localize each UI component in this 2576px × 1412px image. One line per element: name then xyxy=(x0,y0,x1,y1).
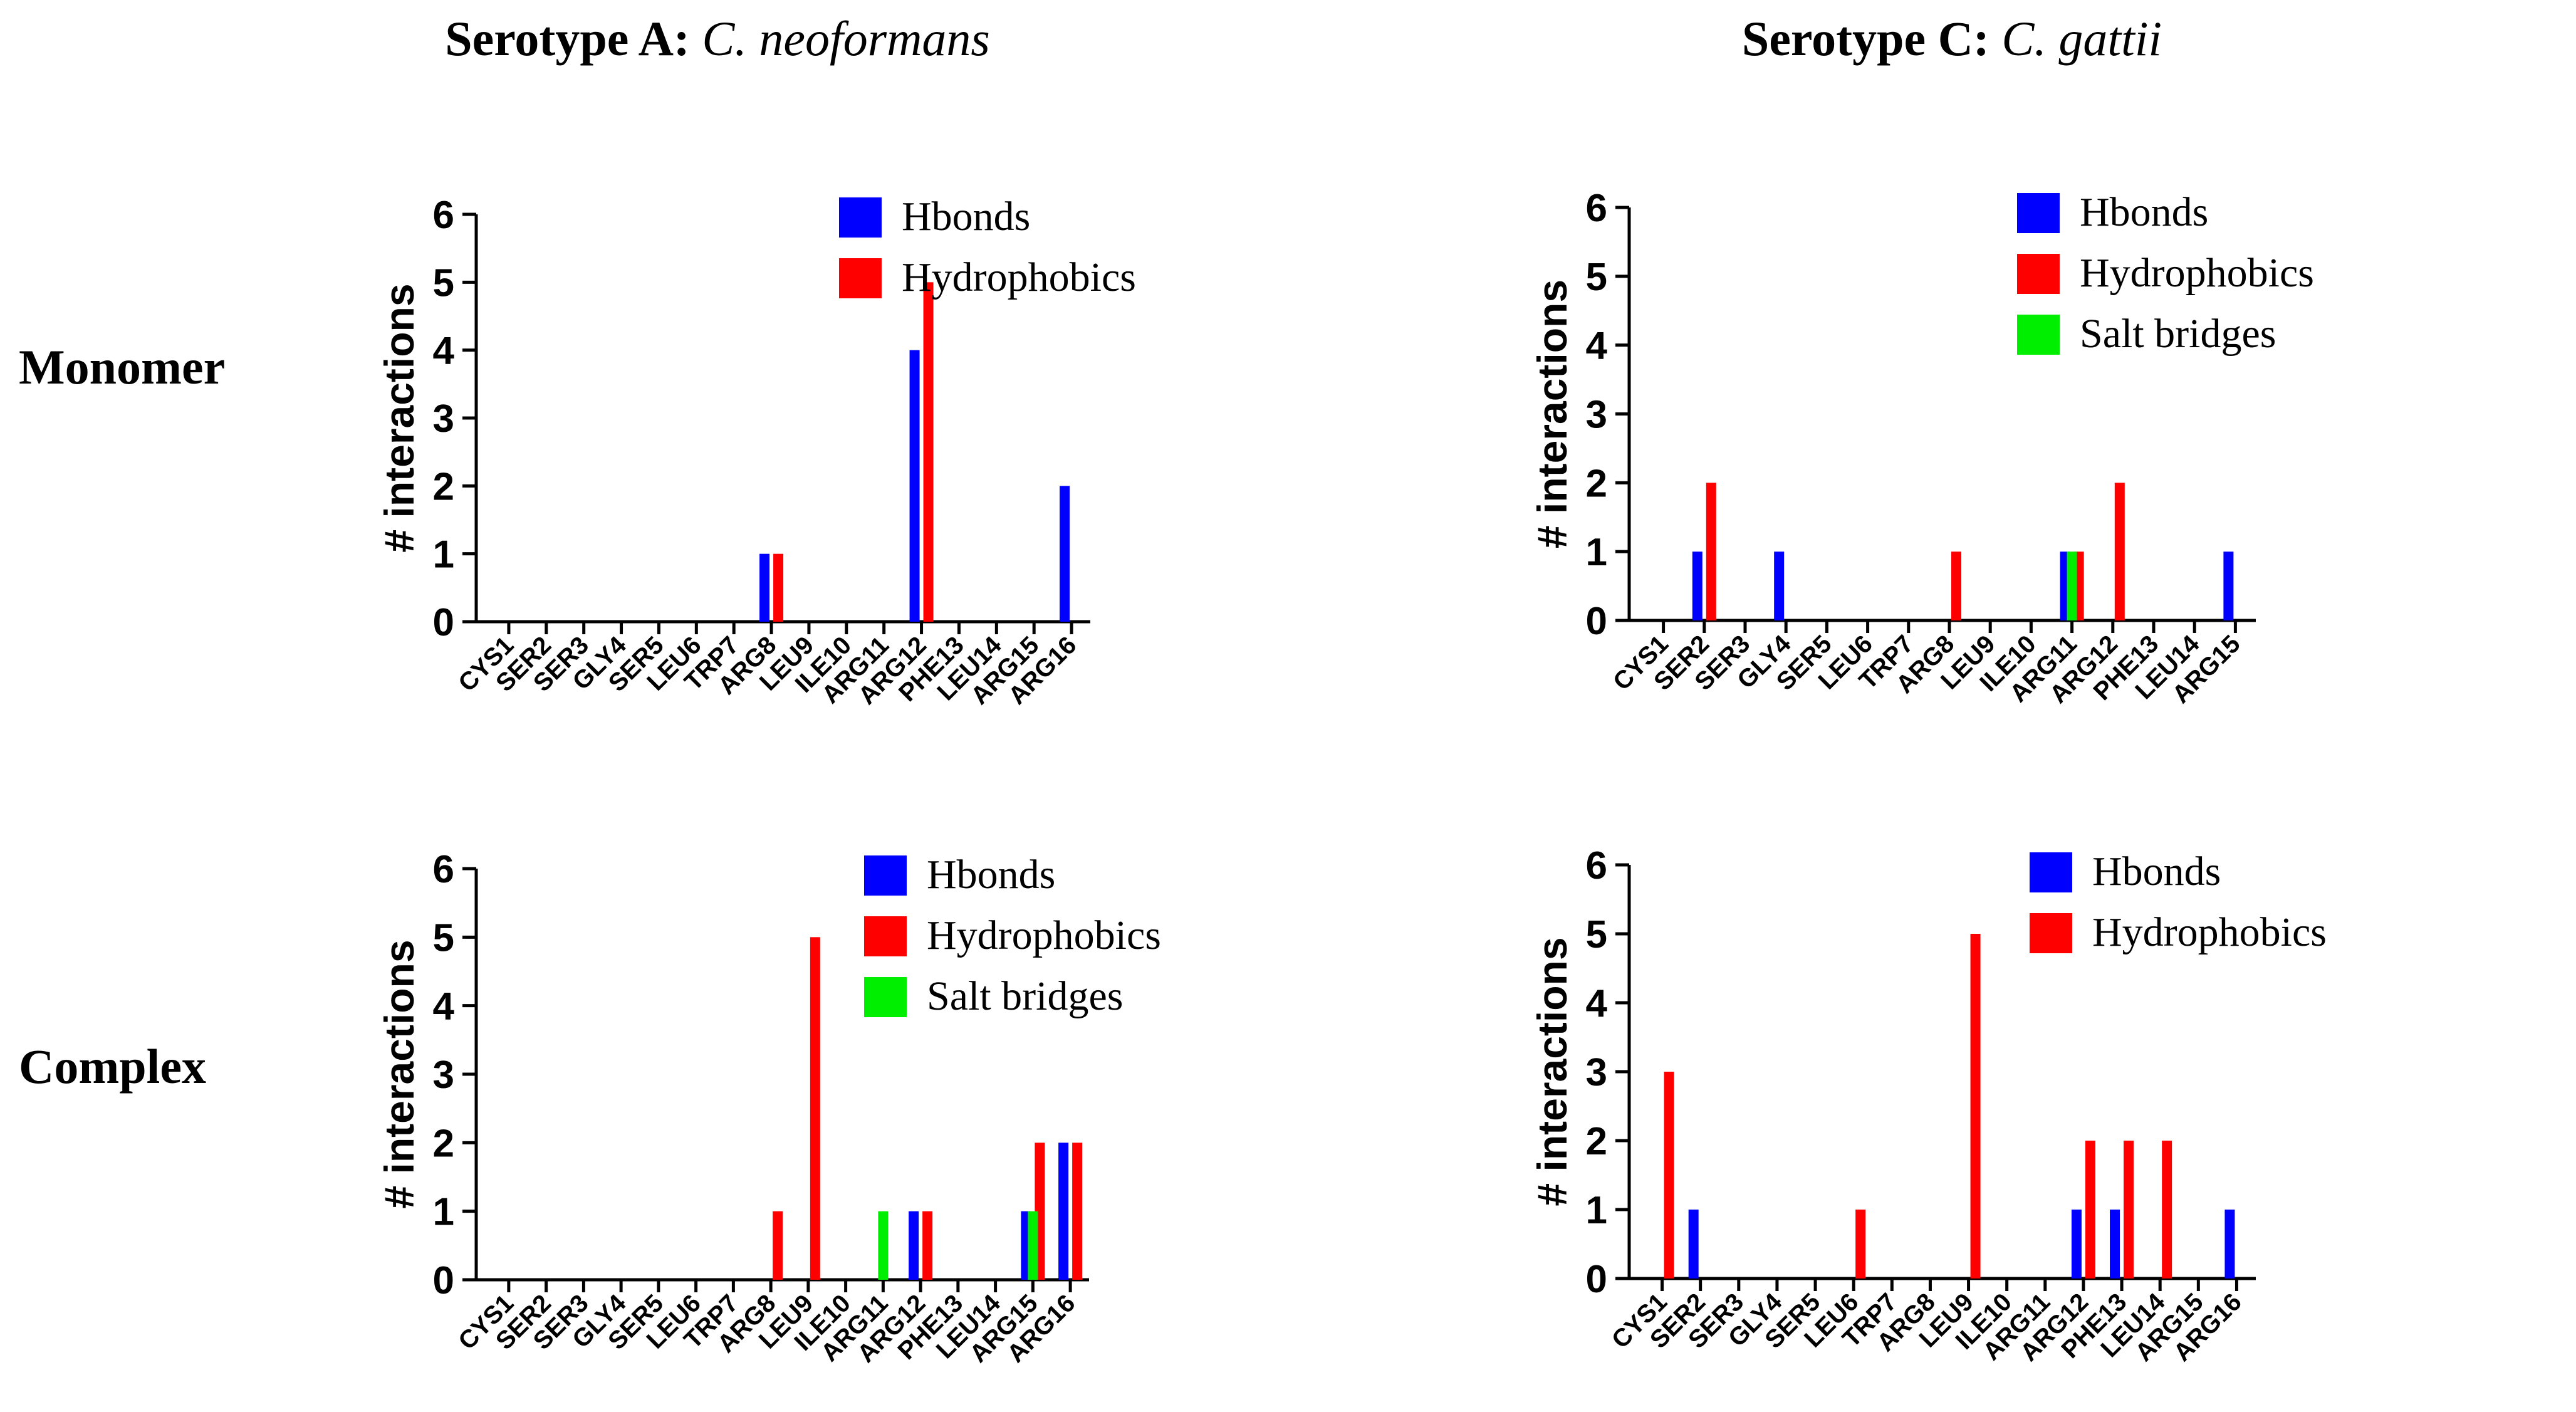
bar-salt-bridges-arg11 xyxy=(2067,552,2077,620)
bar-hbonds-gly4 xyxy=(1774,552,1785,620)
y-axis-title: # interactions xyxy=(1529,937,1575,1206)
column-header-serotype-a: Serotype A: C. neoformans xyxy=(445,11,990,66)
legend-label-hbonds: Hbonds xyxy=(2092,849,2221,894)
y-tick-label: 6 xyxy=(1586,844,1607,887)
legend-swatch-salt-bridges xyxy=(2017,315,2060,355)
y-tick-label: 5 xyxy=(1586,913,1607,956)
legend-label-hbonds: Hbonds xyxy=(2080,189,2208,235)
y-tick-label: 2 xyxy=(433,1122,454,1165)
legend-swatch-hydrophobics xyxy=(2017,254,2060,294)
bar-hbonds-arg8 xyxy=(759,553,770,622)
y-tick-label: 0 xyxy=(433,1259,454,1302)
legend-label-salt-bridges: Salt bridges xyxy=(927,973,1123,1019)
legend-swatch-hydrophobics xyxy=(2030,913,2072,953)
y-tick-label: 4 xyxy=(433,330,455,373)
row-label-complex: Complex xyxy=(19,1039,206,1094)
bar-hydrophobics-cys1 xyxy=(1664,1072,1674,1279)
y-tick-label: 0 xyxy=(1586,1258,1607,1301)
legend-label-hydrophobics: Hydrophobics xyxy=(2080,250,2314,296)
y-tick-label: 1 xyxy=(433,533,454,577)
y-tick-label: 5 xyxy=(433,261,454,305)
y-axis-title: # interactions xyxy=(1529,280,1575,548)
column-header-serotype-c: Serotype C: C. gattii xyxy=(1742,11,2162,66)
y-tick-label: 1 xyxy=(433,1191,454,1234)
legend-label-hbonds: Hbonds xyxy=(902,194,1030,239)
bar-hydrophobics-arg8 xyxy=(1951,552,1961,620)
bar-hydrophobics-ser2 xyxy=(1706,483,1716,620)
bar-hydrophobics-arg12 xyxy=(2085,1141,2095,1279)
y-tick-label: 1 xyxy=(1586,1189,1607,1232)
legend-label-hbonds: Hbonds xyxy=(927,852,1055,897)
bar-hbonds-arg12 xyxy=(909,1211,919,1280)
legend-swatch-hbonds xyxy=(2030,852,2072,892)
y-tick-label: 3 xyxy=(1586,394,1607,437)
legend-label-salt-bridges: Salt bridges xyxy=(2080,311,2276,357)
y-tick-label: 3 xyxy=(1586,1051,1607,1094)
bar-hydrophobics-arg12 xyxy=(923,282,934,622)
legend-label-hydrophobics: Hydrophobics xyxy=(2092,909,2327,955)
bar-hbonds-arg12 xyxy=(2071,1210,2082,1279)
bar-hydrophobics-arg12 xyxy=(2114,483,2125,620)
row-label-monomer: Monomer xyxy=(19,340,225,394)
bar-hydrophobics-phe13 xyxy=(2124,1141,2134,1279)
legend-swatch-salt-bridges xyxy=(864,977,907,1017)
bar-hydrophobics-leu9 xyxy=(1970,934,1981,1279)
y-tick-label: 3 xyxy=(433,1054,454,1097)
legend-swatch-hydrophobics xyxy=(864,916,907,956)
y-tick-label: 1 xyxy=(1586,531,1607,574)
legend-swatch-hbonds xyxy=(2017,193,2060,233)
legend-label-hydrophobics: Hydrophobics xyxy=(927,913,1161,958)
bar-hydrophobics-arg8 xyxy=(773,1211,783,1280)
bar-hbonds-phe13 xyxy=(2110,1210,2120,1279)
y-axis-title: # interactions xyxy=(376,939,422,1208)
y-tick-label: 5 xyxy=(1586,256,1607,299)
y-tick-label: 2 xyxy=(433,465,454,508)
y-tick-label: 4 xyxy=(1586,325,1608,368)
y-tick-label: 6 xyxy=(433,848,454,891)
bar-hydrophobics-arg16 xyxy=(1072,1143,1083,1280)
bar-hbonds-ser2 xyxy=(1692,552,1703,620)
y-tick-label: 0 xyxy=(1586,600,1607,643)
bar-hydrophobics-leu14 xyxy=(2162,1141,2172,1279)
y-tick-label: 0 xyxy=(433,601,454,644)
bar-hbonds-arg15 xyxy=(2223,552,2234,620)
bar-hbonds-arg16 xyxy=(1060,486,1070,622)
y-tick-label: 2 xyxy=(1586,1120,1607,1163)
legend-swatch-hbonds xyxy=(839,197,882,238)
bar-salt-bridges-arg15 xyxy=(1028,1211,1038,1280)
legend-swatch-hbonds xyxy=(864,855,907,896)
y-tick-label: 5 xyxy=(433,916,454,960)
y-tick-label: 4 xyxy=(1586,982,1608,1025)
bar-hydrophobics-leu6 xyxy=(1855,1210,1866,1279)
bar-salt-bridges-arg11 xyxy=(878,1211,889,1280)
bar-hydrophobics-arg8 xyxy=(773,553,784,622)
legend-swatch-hydrophobics xyxy=(839,258,882,298)
y-tick-label: 4 xyxy=(433,985,455,1028)
legend-label-hydrophobics: Hydrophobics xyxy=(902,254,1136,300)
bar-hbonds-arg16 xyxy=(2224,1210,2235,1279)
bar-hbonds-arg16 xyxy=(1058,1143,1069,1280)
y-tick-label: 6 xyxy=(433,194,454,237)
y-tick-label: 6 xyxy=(1586,187,1607,230)
y-axis-title: # interactions xyxy=(376,283,422,552)
bar-hydrophobics-leu9 xyxy=(810,937,820,1280)
bar-hbonds-arg12 xyxy=(909,350,920,622)
bar-hbonds-ser2 xyxy=(1688,1210,1699,1279)
bar-hydrophobics-arg12 xyxy=(922,1211,933,1280)
y-tick-label: 2 xyxy=(1586,462,1607,505)
y-tick-label: 3 xyxy=(433,397,454,441)
